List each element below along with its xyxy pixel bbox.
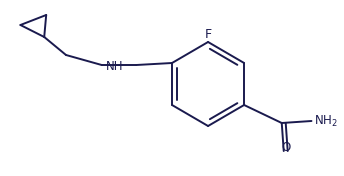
Text: O: O <box>281 141 290 154</box>
Text: NH: NH <box>106 59 123 73</box>
Text: F: F <box>204 28 212 41</box>
Text: NH$_2$: NH$_2$ <box>314 114 338 128</box>
